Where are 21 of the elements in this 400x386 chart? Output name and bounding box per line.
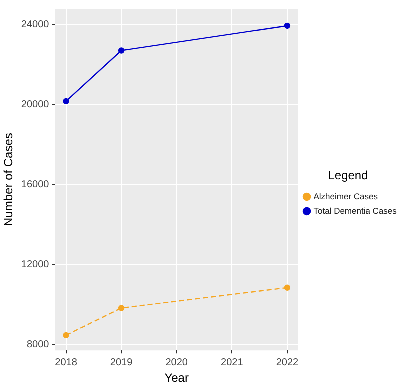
point bbox=[118, 305, 125, 312]
legend-label: Total Dementia Cases bbox=[314, 206, 397, 216]
y-tick-label: 8000 bbox=[26, 339, 50, 350]
point bbox=[118, 48, 125, 54]
y-tick-label: 16000 bbox=[21, 180, 50, 191]
y-tick-label: 12000 bbox=[21, 259, 50, 270]
point bbox=[284, 22, 291, 30]
y-tick-label: 24000 bbox=[21, 20, 50, 31]
x-tick-label: 2022 bbox=[276, 357, 299, 368]
point bbox=[284, 284, 291, 291]
x-axis-title: Year bbox=[164, 371, 189, 386]
point bbox=[63, 332, 70, 339]
x-tick-label: 2021 bbox=[221, 357, 244, 368]
legend-title: Legend bbox=[328, 168, 368, 183]
y-tick-label: 20000 bbox=[21, 100, 50, 111]
x-tick-label: 2020 bbox=[166, 357, 188, 368]
x-tick-label: 2019 bbox=[110, 357, 134, 368]
point bbox=[63, 98, 70, 105]
y-axis-title: Number of Cases bbox=[2, 133, 16, 226]
legend-label: Alzheimer Cases bbox=[314, 191, 378, 202]
x-tick-label: 2018 bbox=[55, 357, 78, 368]
